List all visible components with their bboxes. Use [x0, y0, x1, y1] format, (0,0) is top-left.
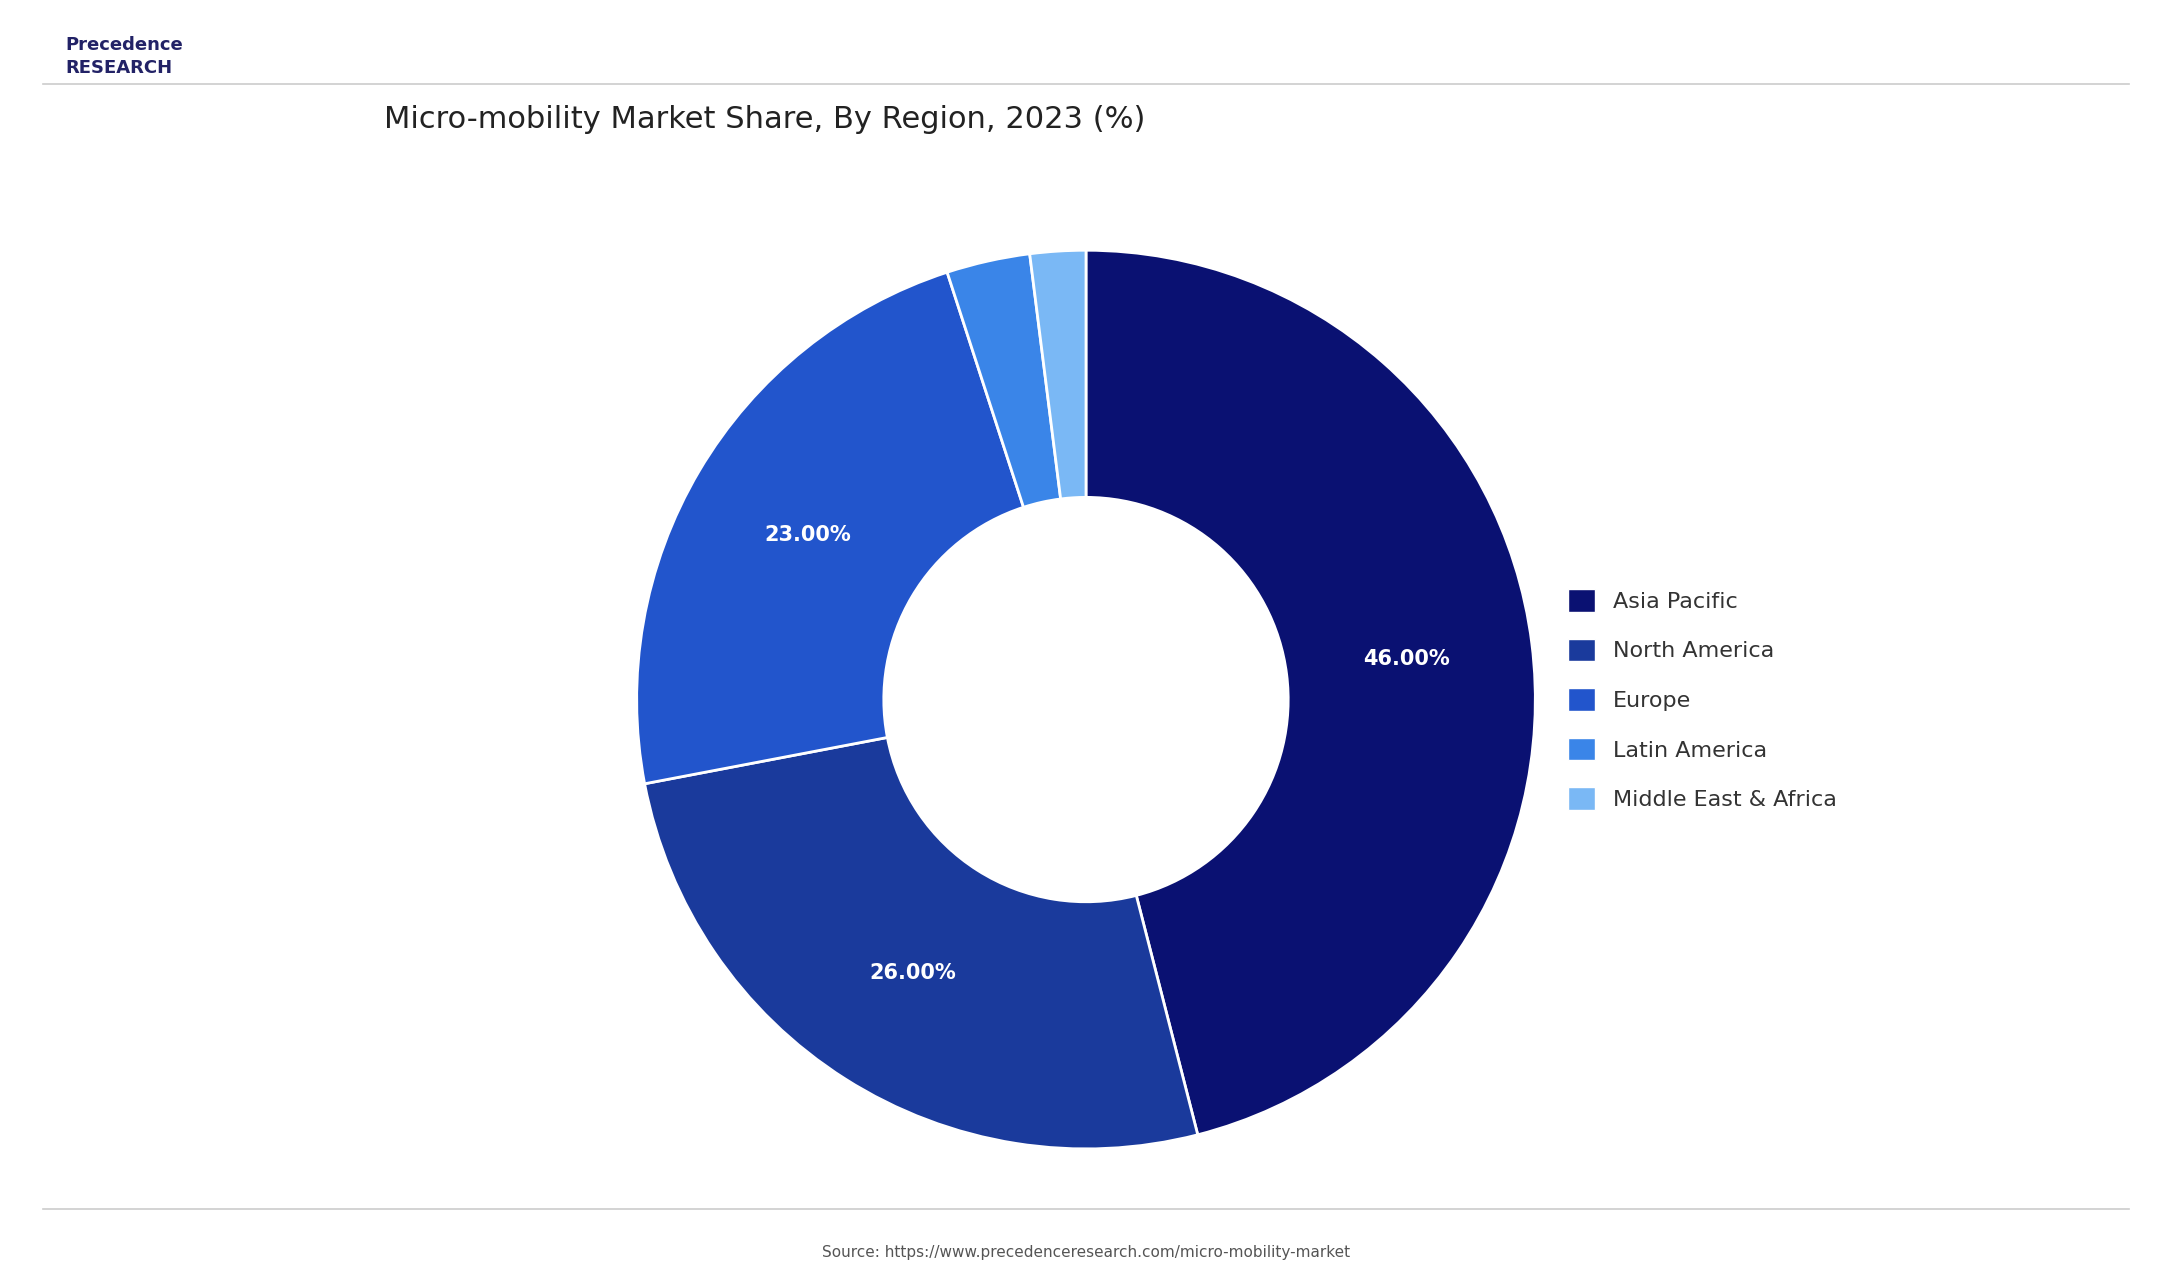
Title: Micro-mobility Market Share, By Region, 2023 (%): Micro-mobility Market Share, By Region, … — [384, 105, 1145, 134]
Wedge shape — [1030, 251, 1086, 499]
Wedge shape — [1086, 251, 1536, 1134]
Text: 26.00%: 26.00% — [869, 963, 956, 983]
Text: Source: https://www.precedenceresearch.com/micro-mobility-market: Source: https://www.precedenceresearch.c… — [821, 1245, 1351, 1260]
Text: Precedence
RESEARCH: Precedence RESEARCH — [65, 36, 182, 77]
Wedge shape — [947, 253, 1060, 507]
Wedge shape — [645, 737, 1197, 1148]
Legend: Asia Pacific, North America, Europe, Latin America, Middle East & Africa: Asia Pacific, North America, Europe, Lat… — [1568, 589, 1838, 810]
Wedge shape — [636, 273, 1023, 783]
Text: 46.00%: 46.00% — [1364, 649, 1451, 669]
Text: 23.00%: 23.00% — [765, 525, 851, 545]
